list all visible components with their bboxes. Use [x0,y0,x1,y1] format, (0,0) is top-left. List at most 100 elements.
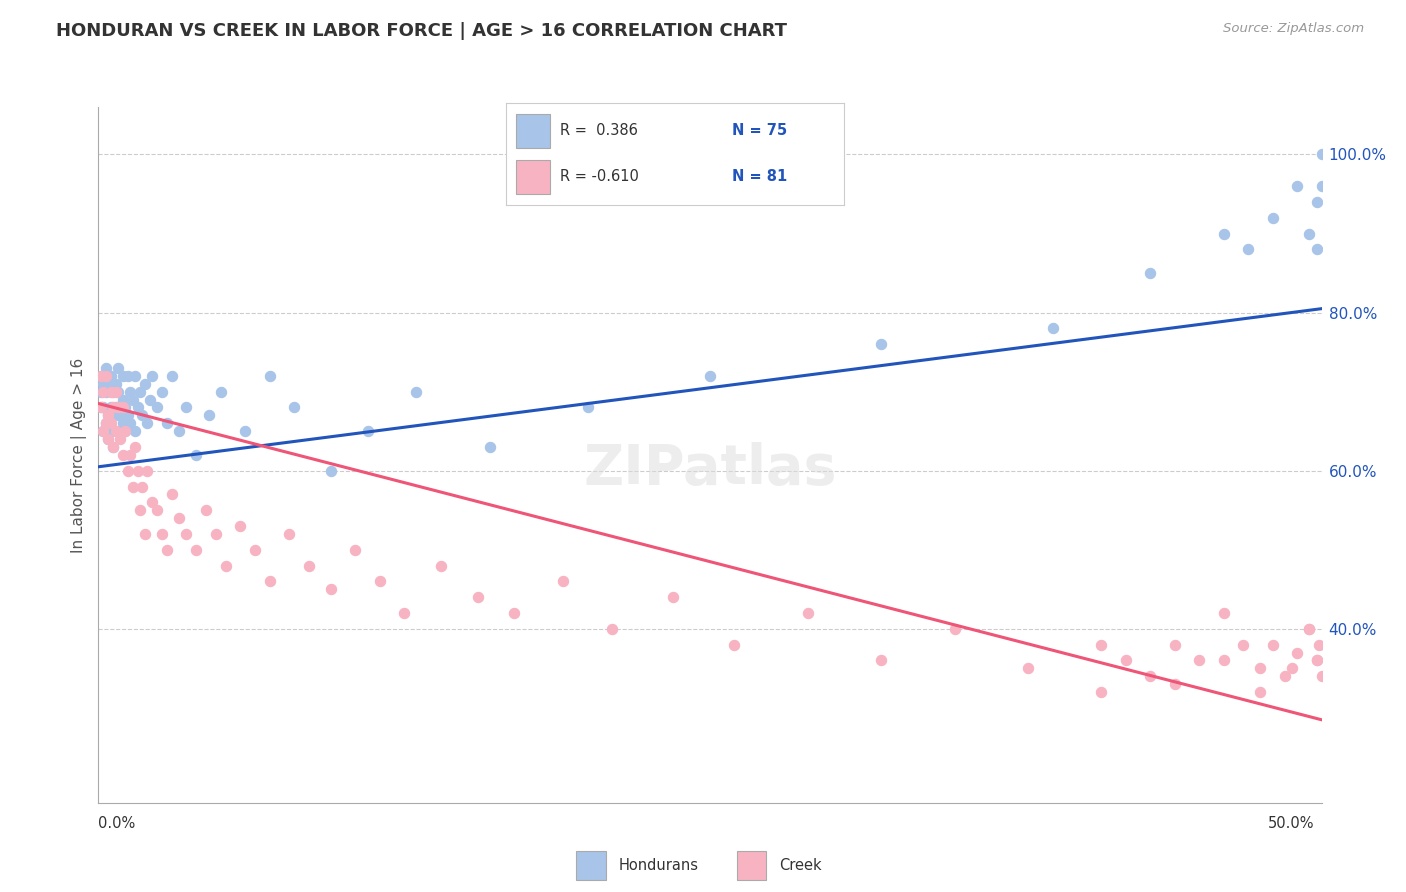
Point [131,409,153,423]
Point [662,591,685,605]
Point [1139,669,1161,683]
Point [110,424,132,438]
Point [160,368,183,383]
Point [1139,266,1161,280]
Point [124,368,146,383]
Point [107,409,129,423]
Point [100,401,122,415]
Text: 50.0%: 50.0% [1268,816,1315,831]
Text: R =  0.386: R = 0.386 [560,123,638,138]
Point [1164,677,1187,691]
Point [1212,653,1234,667]
Point [1306,243,1329,257]
Point [356,424,378,438]
Point [1164,638,1187,652]
Point [150,527,173,541]
Point [104,424,127,438]
Point [94,384,117,399]
Point [111,417,134,431]
Point [160,487,183,501]
Point [114,424,136,438]
Point [104,424,127,438]
Point [186,542,208,557]
Bar [516,114,550,148]
Point [91,424,114,438]
Point [136,464,159,478]
Point [368,574,391,589]
Point [117,464,139,478]
Point [104,376,127,391]
Point [97,432,120,446]
Point [121,479,143,493]
Point [90,384,112,399]
Point [205,527,228,541]
Point [90,401,112,415]
Point [107,401,129,415]
Point [229,519,252,533]
Point [124,440,146,454]
Point [870,653,893,667]
Point [156,542,179,557]
Point [94,417,117,431]
Point [97,432,120,446]
Point [120,384,142,399]
Text: Creek: Creek [779,858,821,872]
Point [1306,653,1329,667]
Point [319,464,342,478]
Point [1298,622,1320,636]
Point [1249,661,1271,675]
Point [197,409,219,423]
Point [214,558,236,573]
Text: N = 75: N = 75 [733,123,787,138]
Point [127,464,149,478]
Point [101,409,124,423]
Bar [576,851,606,880]
Point [104,384,127,399]
Point [1237,243,1260,257]
Point [233,424,256,438]
Point [101,440,124,454]
Point [111,392,134,407]
Point [1310,179,1333,194]
Point [107,361,129,376]
Point [90,401,112,415]
Point [176,527,198,541]
Point [104,401,127,415]
Point [1017,661,1039,675]
Point [90,368,112,383]
Point [121,392,143,407]
Point [129,503,152,517]
Point [259,368,281,383]
Point [699,368,721,383]
Point [141,368,163,383]
Point [117,409,139,423]
Point [114,424,136,438]
Point [1232,638,1254,652]
Bar [737,851,766,880]
Point [101,384,124,399]
Point [1042,321,1064,335]
Point [120,448,142,462]
Point [94,417,117,431]
Point [134,376,156,391]
Point [553,574,575,589]
Point [97,409,120,423]
Point [870,337,893,351]
Point [1298,227,1320,241]
Point [176,401,198,415]
Bar [516,160,550,194]
Point [344,542,367,557]
Point [141,495,163,509]
Point [120,417,142,431]
Point [392,606,416,620]
Point [91,424,114,438]
Point [117,368,139,383]
Point [110,432,132,446]
Point [278,527,301,541]
Point [1298,622,1320,636]
Text: HONDURAN VS CREEK IN LABOR FORCE | AGE > 16 CORRELATION CHART: HONDURAN VS CREEK IN LABOR FORCE | AGE >… [56,22,787,40]
Text: Source: ZipAtlas.com: Source: ZipAtlas.com [1223,22,1364,36]
Text: ZIPatlas: ZIPatlas [583,442,837,496]
Point [797,606,820,620]
Point [298,558,321,573]
